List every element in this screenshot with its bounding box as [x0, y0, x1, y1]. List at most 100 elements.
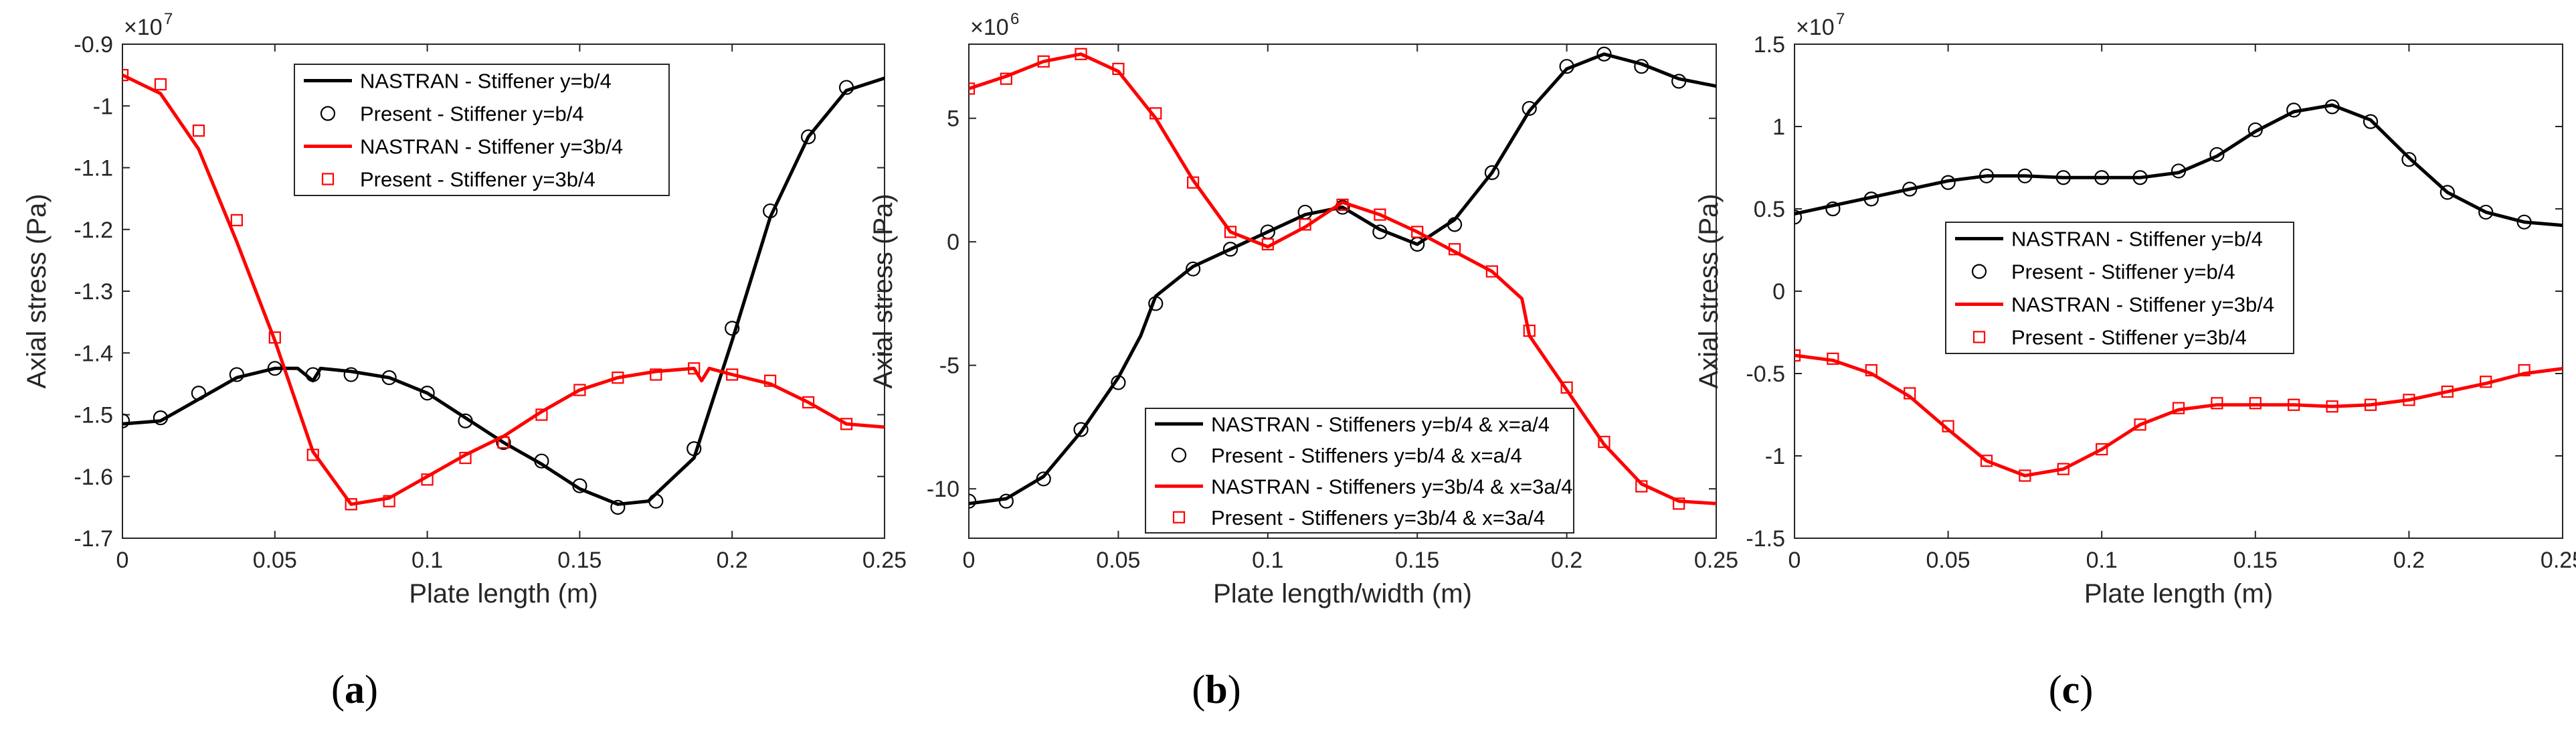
y-tick-label-a-8: -0.9: [74, 32, 113, 58]
data-point-c-3-19: [2518, 363, 2531, 377]
chart-panel-a: 0 0.05 0.1 0.15 0.2 0.25 -1.7 -1.6 -1.5 -1.4 -1.3 -…: [22, 10, 907, 712]
plot-area-b: [969, 46, 1716, 510]
data-point-c-1-13: [2286, 102, 2302, 118]
data-point-a-3-17: [764, 374, 777, 387]
legend-label-a-0: NASTRAN - Stiffener y=b/4: [360, 70, 612, 93]
data-point-a-1-14: [648, 493, 664, 509]
legend-label-a-1: Present - Stiffener y=b/4: [360, 102, 584, 126]
data-point-a-3-0: [122, 69, 129, 82]
data-point-c-1-11: [2209, 147, 2225, 162]
plot-area-c: [1795, 99, 2563, 482]
data-point-b-1-3: [1073, 422, 1089, 437]
panel-letter-c: c: [2062, 667, 2080, 712]
data-point-a-1-11: [534, 453, 549, 469]
data-point-a-1-4: [267, 361, 282, 376]
data-point-b-3-4: [1112, 62, 1125, 76]
data-point-b-3-7: [1224, 226, 1237, 238]
data-point-b-1-0: [969, 493, 977, 509]
data-point-c-3-3: [1904, 387, 1916, 400]
y-tick-label-b-3: 5: [947, 106, 959, 132]
data-point-c-1-0: [1795, 210, 1803, 225]
data-point-c-1-10: [2171, 163, 2187, 179]
data-point-a-3-11: [535, 408, 548, 421]
data-point-a-1-0: [122, 413, 130, 428]
data-point-b-1-14: [1484, 165, 1499, 180]
data-point-c-3-2: [1865, 363, 1877, 377]
series-line-c-0: [1795, 103, 2563, 228]
data-point-c-3-5: [1980, 455, 1993, 467]
data-point-a-3-6: [345, 498, 357, 511]
data-point-b-3-3: [1075, 48, 1087, 60]
y-tick-label-c-5: 1: [1772, 114, 1785, 140]
data-point-a-3-13: [612, 372, 624, 384]
x-tick-label-b-5: 0.25: [1694, 548, 1738, 573]
series-line-b-0: [969, 52, 1716, 505]
plot-area-a: [122, 69, 885, 515]
panel-letter-a: a: [345, 667, 365, 712]
data-point-a-1-2: [191, 386, 206, 401]
x-tick-label-b-2: 0.1: [1252, 548, 1283, 573]
data-point-b-3-10: [1336, 198, 1349, 211]
legend-swatch-c-3: [1972, 331, 1986, 343]
data-point-c-1-9: [2132, 170, 2148, 185]
panel-label-a: (a): [331, 667, 378, 712]
series-markers-a-3: [122, 69, 853, 511]
y-tick-label-a-4: -1.3: [74, 279, 113, 305]
data-point-a-1-3: [229, 367, 244, 382]
data-point-c-1-6: [2017, 168, 2033, 183]
x-tick-label-a-0: 0: [116, 548, 129, 573]
legend-label-b-2: NASTRAN - Stiffeners y=3b/4 & x=3a/4: [1211, 475, 1572, 498]
y-exponent-power-b: 6: [1010, 10, 1019, 28]
data-point-c-3-8: [2096, 443, 2108, 456]
legend-label-b-3: Present - Stiffeners y=3b/4 & x=3a/4: [1211, 506, 1545, 530]
legend-label-b-0: NASTRAN - Stiffeners y=b/4 & x=a/4: [1211, 412, 1550, 436]
series-line-c-2: [1795, 353, 2563, 477]
data-point-c-1-17: [2440, 185, 2455, 200]
legend-c: NASTRAN - Stiffener y=b/4 Present - Stiff…: [1945, 222, 2294, 354]
data-point-a-3-10: [497, 436, 510, 449]
data-point-c-3-15: [2364, 398, 2377, 411]
data-point-a-3-5: [306, 449, 319, 461]
data-point-c-3-9: [2134, 418, 2146, 431]
legend-swatch-a-3: [321, 173, 335, 185]
legend-box-c: [1945, 222, 2294, 354]
data-point-a-3-3: [230, 214, 243, 227]
data-point-b-3-0: [969, 82, 976, 95]
data-point-b-3-17: [1598, 435, 1611, 449]
legend-box-b: [1145, 408, 1574, 534]
chart-panel-c: 0 0.05 0.1 0.15 0.2 0.25 -1.5 -1 -0.5 0 0.5 1 1.5 ×10…: [1694, 10, 2576, 712]
legend-swatch-c-1: [1971, 264, 1987, 279]
data-point-c-1-18: [2478, 204, 2494, 220]
x-tick-label-b-3: 0.15: [1395, 548, 1439, 573]
x-tick-label-b-1: 0.05: [1096, 548, 1140, 573]
y-tick-label-c-0: -1.5: [1746, 526, 1785, 552]
legend-label-a-2: NASTRAN - Stiffener y=3b/4: [360, 135, 623, 159]
legend-a: NASTRAN - Stiffener y=b/4 Present - Stiff…: [294, 64, 670, 196]
legend-label-c-3: Present - Stiffener y=3b/4: [2011, 326, 2247, 349]
y-tick-label-a-3: -1.4: [74, 341, 113, 366]
data-point-a-1-17: [763, 203, 778, 219]
y-exponent-a: ×10 7: [124, 10, 173, 40]
y-exponent-power-a: 7: [164, 10, 173, 28]
data-point-b-1-13: [1447, 217, 1463, 232]
data-point-c-3-1: [1827, 352, 1839, 365]
data-point-a-3-7: [383, 495, 395, 507]
series-line-b-2: [969, 52, 1716, 505]
data-point-a-1-13: [610, 499, 626, 515]
series-markers-b-3: [969, 48, 1685, 510]
data-point-a-1-1: [153, 410, 169, 426]
data-point-b-3-11: [1374, 208, 1386, 221]
legend-box-a: [294, 64, 670, 196]
data-point-c-1-12: [2247, 122, 2263, 138]
data-point-a-3-15: [688, 362, 701, 375]
x-tick-label-a-4: 0.2: [717, 548, 748, 573]
data-point-b-3-14: [1485, 265, 1498, 278]
y-tick-label-a-5: -1.2: [74, 218, 113, 243]
data-point-c-3-16: [2403, 394, 2415, 406]
y-tick-label-b-1: -5: [939, 353, 959, 379]
legend-b: NASTRAN - Stiffeners y=b/4 & x=a/4 Presen…: [1145, 408, 1574, 534]
data-point-b-3-12: [1411, 226, 1424, 238]
data-point-b-1-16: [1559, 59, 1574, 74]
y-tick-label-b-2: 0: [947, 230, 959, 255]
data-point-c-1-7: [2055, 170, 2071, 185]
